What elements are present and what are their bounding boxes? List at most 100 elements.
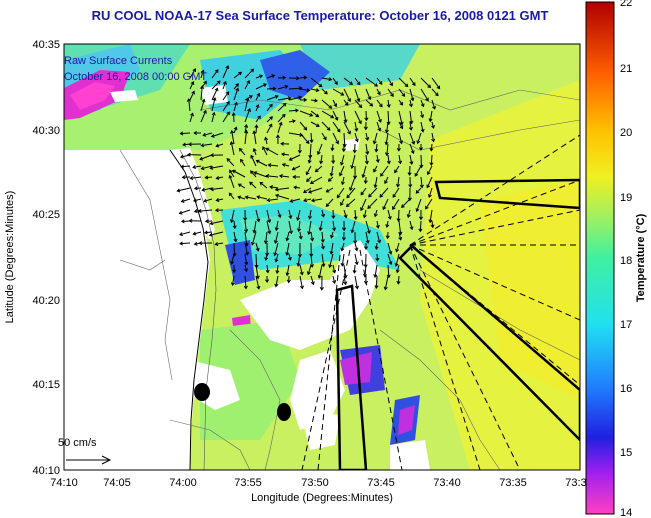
current-vector-head <box>409 226 414 231</box>
current-vector-head <box>338 172 343 177</box>
current-vector-head <box>306 178 310 183</box>
current-vector-head <box>428 118 433 123</box>
current-vector-head <box>363 273 368 278</box>
current-vector-head <box>230 260 235 265</box>
current-vector-head <box>341 148 346 153</box>
current-vector <box>255 93 260 101</box>
current-vector-head <box>332 227 337 232</box>
current-vector-head <box>265 173 270 178</box>
current-vector <box>346 187 356 199</box>
current-vector-head <box>399 125 404 130</box>
current-vector <box>353 264 356 273</box>
current-vector-head <box>277 214 282 219</box>
current-vector <box>194 187 202 189</box>
current-vector <box>205 176 213 179</box>
current-vector <box>317 143 323 155</box>
current-vector <box>321 231 324 243</box>
x-tick-label: 74:05 <box>103 477 131 489</box>
current-vector <box>368 187 378 198</box>
current-vector-head <box>248 95 253 99</box>
current-vector-head <box>305 140 310 145</box>
current-vector <box>265 147 279 156</box>
current-vector <box>233 231 237 242</box>
current-vector-head <box>429 162 434 167</box>
current-vector <box>343 264 347 278</box>
current-vector-head <box>315 113 320 118</box>
current-vector-head <box>395 269 400 274</box>
current-vector <box>409 143 414 154</box>
current-vector <box>395 253 400 267</box>
current-vector <box>315 165 323 172</box>
current-vector <box>277 85 288 90</box>
current-vector-head <box>343 281 348 286</box>
current-vector-head <box>384 141 389 146</box>
colorbar-ticks: 22 21 20 19 18 17 16 15 14 <box>620 0 632 518</box>
current-vector <box>288 132 303 136</box>
current-vector-head <box>398 236 403 241</box>
current-vector-head <box>203 230 208 235</box>
current-vector-head <box>214 69 219 73</box>
current-vector <box>249 181 257 189</box>
current-vector-head <box>274 258 279 263</box>
current-vector <box>310 253 313 268</box>
current-vector-head <box>354 285 359 290</box>
current-vector-head <box>192 164 197 169</box>
current-vector <box>431 88 439 96</box>
current-vector <box>340 154 345 166</box>
current-vector <box>354 99 362 108</box>
current-vector-head <box>334 116 339 121</box>
current-vector <box>211 80 221 90</box>
current-vector-head <box>394 263 399 267</box>
current-vector <box>286 231 290 241</box>
current-vector-head <box>375 159 380 164</box>
current-vector <box>198 209 213 212</box>
current-vector <box>409 121 412 130</box>
current-vector-head <box>319 160 324 165</box>
current-vector-head <box>230 129 235 134</box>
current-vector <box>397 275 400 284</box>
current-vector-head <box>336 128 341 133</box>
current-vector-head <box>307 215 312 220</box>
current-vector-head <box>332 269 337 274</box>
current-vector <box>354 242 358 251</box>
current-vector <box>211 132 224 138</box>
current-vector <box>426 176 433 188</box>
current-vector-head <box>339 161 344 166</box>
current-vector-head <box>374 148 379 153</box>
current-vector <box>375 242 378 250</box>
current-vector-head <box>345 203 350 208</box>
current-vector-head <box>330 234 334 239</box>
current-vector <box>375 143 378 152</box>
current-vector-head <box>396 218 401 223</box>
current-vector-head <box>361 174 366 179</box>
current-vector-head <box>420 103 425 108</box>
current-vector <box>336 187 345 198</box>
current-vector-head <box>264 136 269 141</box>
current-vector <box>330 242 334 254</box>
current-vector <box>310 88 319 92</box>
current-vector-head <box>340 247 345 252</box>
current-vector <box>376 77 383 85</box>
current-vector-head <box>419 164 424 169</box>
current-vector <box>431 220 434 228</box>
current-vector <box>365 154 368 164</box>
current-vector-head <box>374 285 379 290</box>
current-vector-head <box>226 158 231 162</box>
current-vector-head <box>375 224 380 229</box>
current-vector-head <box>193 186 198 191</box>
current-vector-head <box>192 68 196 72</box>
current-vector-head <box>307 159 312 164</box>
current-vector-head <box>341 237 346 241</box>
current-vector <box>310 132 313 143</box>
colorbar-tick-label: 18 <box>620 255 632 267</box>
current-vector-head <box>303 198 308 203</box>
current-vector <box>265 137 268 145</box>
current-vector <box>288 87 302 90</box>
current-vector <box>310 99 318 102</box>
current-vector-head <box>237 195 242 200</box>
current-vector-head <box>247 108 251 113</box>
current-vector-head <box>188 218 193 223</box>
current-vector <box>321 121 331 131</box>
current-vector <box>222 101 230 112</box>
current-vector-head <box>334 81 338 85</box>
